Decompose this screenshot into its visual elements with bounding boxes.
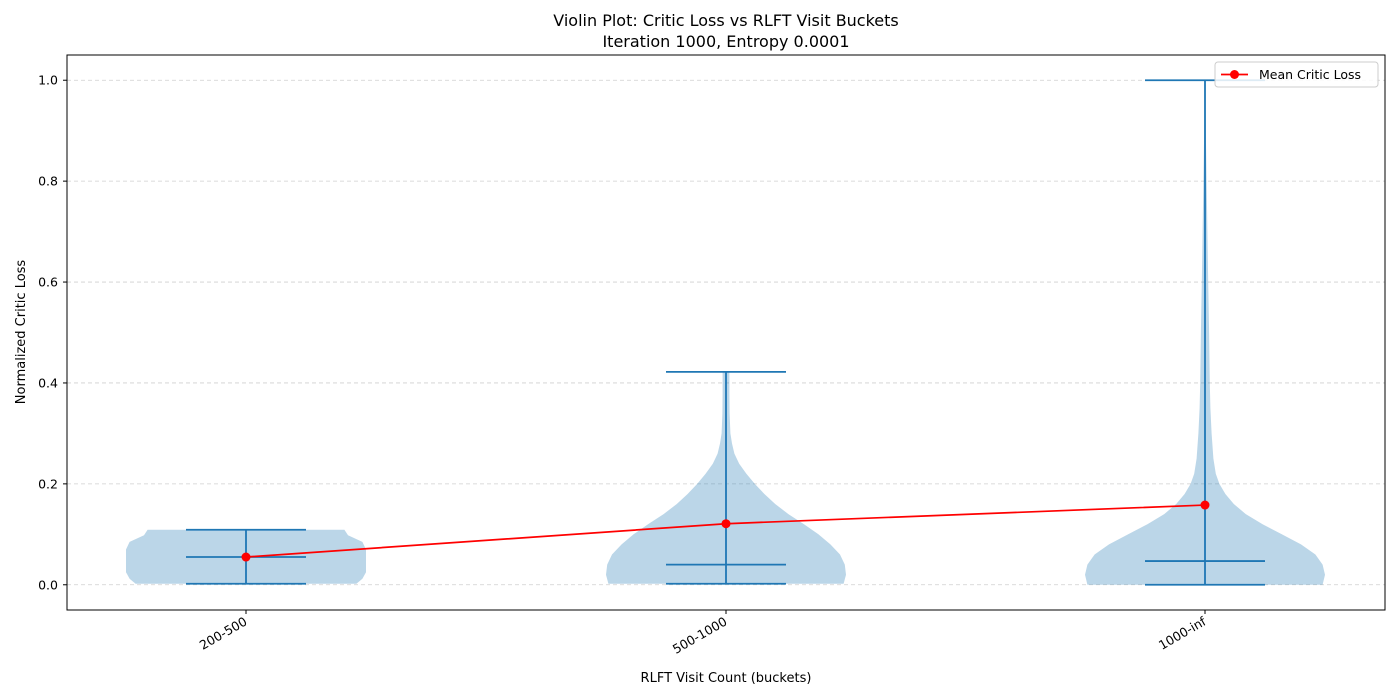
y-tick-label: 0.0 (38, 577, 58, 592)
y-tick-label: 0.6 (38, 275, 58, 290)
y-tick-label: 1.0 (38, 73, 58, 88)
mean-series (241, 500, 1210, 562)
chart-title: Violin Plot: Critic Loss vs RLFT Visit B… (553, 11, 899, 30)
y-tick-label: 0.8 (38, 174, 58, 189)
y-axis-label: Normalized Critic Loss (14, 260, 29, 405)
mean-point (1200, 500, 1210, 510)
x-tick-label: 1000-inf (1156, 613, 1209, 652)
legend-marker (1230, 70, 1239, 79)
legend: Mean Critic Loss (1214, 61, 1379, 88)
y-tick-label: 0.2 (38, 476, 58, 491)
violins (126, 79, 1325, 586)
mean-point (721, 519, 731, 529)
legend-box (1214, 61, 1379, 88)
mean-point (241, 552, 251, 562)
y-tick-label: 0.4 (38, 375, 58, 390)
x-tick-label: 200-500 (197, 614, 250, 653)
legend-label: Mean Critic Loss (1259, 67, 1361, 82)
x-tick-label: 500-1000 (670, 614, 730, 657)
x-axis-label: RLFT Visit Count (buckets) (641, 671, 812, 686)
chart-subtitle: Iteration 1000, Entropy 0.0001 (602, 32, 849, 51)
